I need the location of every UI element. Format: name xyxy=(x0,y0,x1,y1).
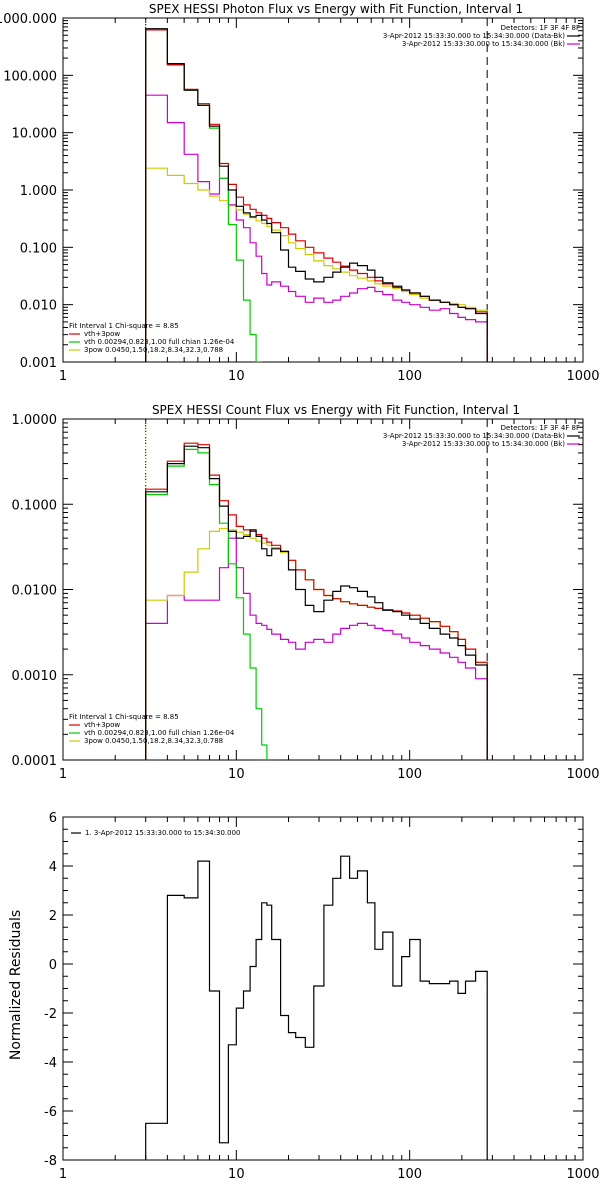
y-tick-label: 4 xyxy=(49,860,57,875)
legend-top-entry: 3-Apr-2012 15:33:30.000 to 15:34:30.000 … xyxy=(402,440,565,448)
series-data-line xyxy=(145,445,488,760)
legend-bottom-header: Fit Interval 1 Chi-square = 8.85 xyxy=(69,713,179,721)
series-background-line xyxy=(145,94,488,362)
legend-top-entry: 3-Apr-2012 15:33:30.000 to 15:34:30.000 … xyxy=(402,40,565,48)
y-tick-label: 1000.000 xyxy=(0,12,57,27)
residuals-plot: 1 10 100 1000 -8 -6 -4 -2 0 2 4 6 1. 3-Apr-2012 15:3… xyxy=(44,811,600,1182)
legend-top: Detectors: 1F 3F 4F 8F3-Apr-2012 15:33:3… xyxy=(383,24,580,48)
legend-bottom-entry: vth+3pow xyxy=(84,721,120,729)
y-tick-label: 100.000 xyxy=(3,69,57,84)
legend-bottom: Fit Interval 1 Chi-square = 8.85vth+3pow… xyxy=(69,713,235,745)
y-tick-label: 0.0010 xyxy=(12,669,58,684)
photon-flux-panel: SPEX HESSI Photon Flux vs Energy with Fi… xyxy=(0,2,600,384)
series-background-line xyxy=(145,537,488,760)
legend-bottom-entry: 3pow 0.0450,1.50,18.2,8.34,32.3,0.788 xyxy=(84,737,223,745)
x-tick-label: 1 xyxy=(59,369,67,384)
x-tick-label: 1 xyxy=(59,767,67,782)
y-axis: -8 -6 -4 -2 0 2 4 6 xyxy=(44,811,583,1169)
x-axis: 1 10 100 1000 xyxy=(59,817,600,1182)
legend-bottom-entry: vth+3pow xyxy=(84,330,120,338)
legend-top-entry: 3-Apr-2012 15:33:30.000 to 15:34:30.000 … xyxy=(383,32,565,40)
x-tick-label: 1000 xyxy=(566,369,599,384)
series-thermal-line xyxy=(145,29,262,362)
y-tick-label: 1.000 xyxy=(20,184,57,199)
count-flux-plot: 1 10 100 1000 0.0001 0.0010 0.0100 0.1000 1.0000… xyxy=(12,413,600,782)
y-axis: 0.0001 0.0010 0.0100 0.1000 1.0000 xyxy=(12,413,583,769)
count-flux-panel: SPEX HESSI Count Flux vs Energy with Fit… xyxy=(12,403,600,782)
legend-top-header: Detectors: 1F 3F 4F 8F xyxy=(501,24,580,32)
y-tick-label: 0.010 xyxy=(20,299,57,314)
x-tick-label: 1000 xyxy=(566,1167,599,1182)
x-tick-label: 1000 xyxy=(566,767,599,782)
plot-frame xyxy=(62,17,584,363)
residuals-y-axis-label: Normalized Residuals xyxy=(8,910,24,1060)
legend-top-header: Detectors: 1F 3F 4F 8F xyxy=(501,424,580,432)
x-tick-label: 100 xyxy=(397,767,422,782)
photon-flux-title: SPEX HESSI Photon Flux vs Energy with Fi… xyxy=(149,2,523,16)
photon-flux-plot: 1 10 100 1000 0.001 0.010 0.100 1.000 10.000 100.… xyxy=(0,12,600,384)
count-flux-title: SPEX HESSI Count Flux vs Energy with Fit… xyxy=(152,403,520,417)
x-axis: 1 10 100 1000 xyxy=(59,419,600,782)
series-total-line xyxy=(145,29,488,362)
legend-bottom-entry: vth 0.00294,0.823,1.00 full chian 1.26e-… xyxy=(84,338,235,346)
x-tick-label: 1 xyxy=(59,1167,67,1182)
y-tick-label: 0 xyxy=(49,958,57,973)
energy-range-markers xyxy=(145,419,488,760)
legend-bottom-header: Fit Interval 1 Chi-square = 8.85 xyxy=(69,322,179,330)
legend-top: Detectors: 1F 3F 4F 8F3-Apr-2012 15:33:3… xyxy=(383,424,580,448)
series-layer xyxy=(145,28,488,362)
y-tick-label: 0.001 xyxy=(20,356,57,371)
y-tick-label: 0.100 xyxy=(20,241,57,256)
y-tick-label: 0.1000 xyxy=(12,498,58,513)
y-tick-label: 0.0001 xyxy=(12,754,58,769)
legend-top: 1. 3-Apr-2012 15:33:30.000 to 15:34:30.0… xyxy=(71,829,240,837)
series-powerlaw-line xyxy=(145,167,488,362)
series-powerlaw-line xyxy=(145,527,488,760)
legend-bottom: Fit Interval 1 Chi-square = 8.85vth+3pow… xyxy=(69,322,235,354)
legend-bottom-entry: vth 0.00294,0.823,1.00 full chian 1.26e-… xyxy=(84,729,235,737)
legend-top-entry: 3-Apr-2012 15:33:30.000 to 15:34:30.000 … xyxy=(383,432,565,440)
y-tick-label: 2 xyxy=(49,909,57,924)
y-tick-label: -4 xyxy=(44,1056,57,1071)
y-tick-label: -8 xyxy=(44,1154,57,1169)
y-axis: 0.001 0.010 0.100 1.000 10.000 100.000 1000.00… xyxy=(0,12,583,371)
y-tick-label: 0.0100 xyxy=(12,584,58,599)
series-total-line xyxy=(145,442,488,760)
x-tick-label: 10 xyxy=(228,767,245,782)
series-data-line xyxy=(145,855,488,1160)
series-layer xyxy=(145,442,488,760)
y-tick-label: -6 xyxy=(44,1105,57,1120)
legend-top-entry: 1. 3-Apr-2012 15:33:30.000 to 15:34:30.0… xyxy=(85,829,240,837)
y-tick-label: -2 xyxy=(44,1007,57,1022)
legend-bottom-entry: 3pow 0.0450,1.50,18.2,8.34,32.3,0.788 xyxy=(84,346,223,354)
x-tick-label: 10 xyxy=(228,369,245,384)
y-tick-label: 1.0000 xyxy=(12,413,58,428)
x-tick-label: 100 xyxy=(397,369,422,384)
x-tick-label: 100 xyxy=(397,1167,422,1182)
residuals-panel: Normalized Residuals 1 10 100 1000 -8 -6 -4 -2 0… xyxy=(8,811,600,1182)
series-data-line xyxy=(145,28,488,362)
x-axis: 1 10 100 1000 xyxy=(59,18,600,384)
y-tick-label: 10.000 xyxy=(12,127,58,142)
series-layer xyxy=(145,855,488,1160)
y-tick-label: 6 xyxy=(49,811,57,826)
x-tick-label: 10 xyxy=(228,1167,245,1182)
plot-frame xyxy=(62,816,584,1161)
